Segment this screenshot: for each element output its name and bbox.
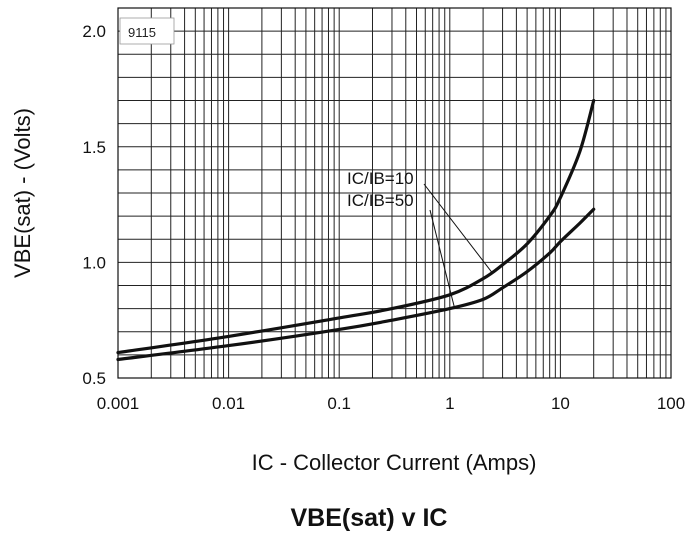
leader-line-ic-ib-10 (423, 183, 493, 273)
figure-code-background (119, 17, 175, 45)
y-tick-label: 1.0 (82, 253, 106, 272)
x-tick-label: 1 (445, 394, 454, 413)
series-line-ic-ib-10 (116, 98, 596, 355)
plot-frame (117, 7, 672, 379)
figure-code-box: 9115 (119, 17, 175, 45)
y-tick-label: 1.5 (82, 138, 106, 157)
chart-title: VBE(sat) v IC (291, 504, 448, 532)
figure-code: 9115 (128, 25, 156, 40)
x-axis-title: IC - Collector Current (Amps) (252, 450, 537, 475)
x-tick-labels: 0.001 0.01 0.1 1 10 100 (97, 394, 685, 413)
leader-line-ic-ib-50 (429, 209, 455, 308)
series-line-ic-ib-50 (116, 207, 596, 362)
y-tick-label: 2.0 (82, 22, 106, 41)
grid-lines (118, 8, 671, 378)
y-tick-label: 0.5 (82, 369, 106, 388)
x-tick-label: 100 (657, 394, 685, 413)
curves (116, 98, 596, 362)
label-leaders (423, 183, 493, 308)
x-tick-label: 0.01 (212, 394, 245, 413)
series-label-ic-ib-10: IC/IB=10 (347, 169, 414, 188)
x-tick-label: 0.001 (97, 394, 140, 413)
series-labels: IC/IB=10 IC/IB=50 (347, 169, 414, 210)
y-tick-labels: 0.5 1.0 1.5 2.0 (82, 22, 106, 388)
y-axis-title: VBE(sat) - (Volts) (10, 108, 35, 278)
series-label-ic-ib-50: IC/IB=50 (347, 191, 414, 210)
x-tick-label: 10 (551, 394, 570, 413)
x-tick-label: 0.1 (327, 394, 351, 413)
